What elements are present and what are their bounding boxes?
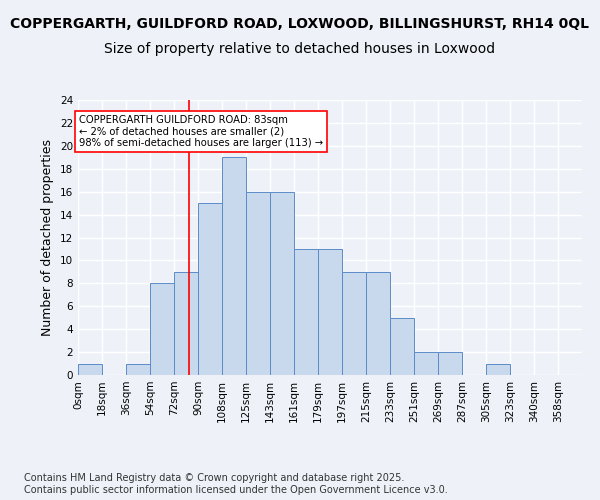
- Bar: [78, 364, 102, 375]
- Text: COPPERGARTH GUILDFORD ROAD: 83sqm
← 2% of detached houses are smaller (2)
98% of: COPPERGARTH GUILDFORD ROAD: 83sqm ← 2% o…: [79, 115, 323, 148]
- Bar: [438, 352, 462, 375]
- Bar: [318, 249, 342, 375]
- Text: Size of property relative to detached houses in Loxwood: Size of property relative to detached ho…: [104, 42, 496, 56]
- Text: COPPERGARTH, GUILDFORD ROAD, LOXWOOD, BILLINGSHURST, RH14 0QL: COPPERGARTH, GUILDFORD ROAD, LOXWOOD, BI…: [11, 18, 589, 32]
- Bar: [486, 364, 510, 375]
- Bar: [366, 272, 390, 375]
- Text: Contains HM Land Registry data © Crown copyright and database right 2025.
Contai: Contains HM Land Registry data © Crown c…: [24, 474, 448, 495]
- Bar: [390, 318, 414, 375]
- Bar: [246, 192, 270, 375]
- Y-axis label: Number of detached properties: Number of detached properties: [41, 139, 55, 336]
- Bar: [342, 272, 366, 375]
- Bar: [414, 352, 438, 375]
- Bar: [150, 284, 174, 375]
- Bar: [174, 272, 198, 375]
- Bar: [294, 249, 318, 375]
- Bar: [198, 203, 222, 375]
- Bar: [126, 364, 150, 375]
- Bar: [222, 158, 246, 375]
- Bar: [270, 192, 294, 375]
